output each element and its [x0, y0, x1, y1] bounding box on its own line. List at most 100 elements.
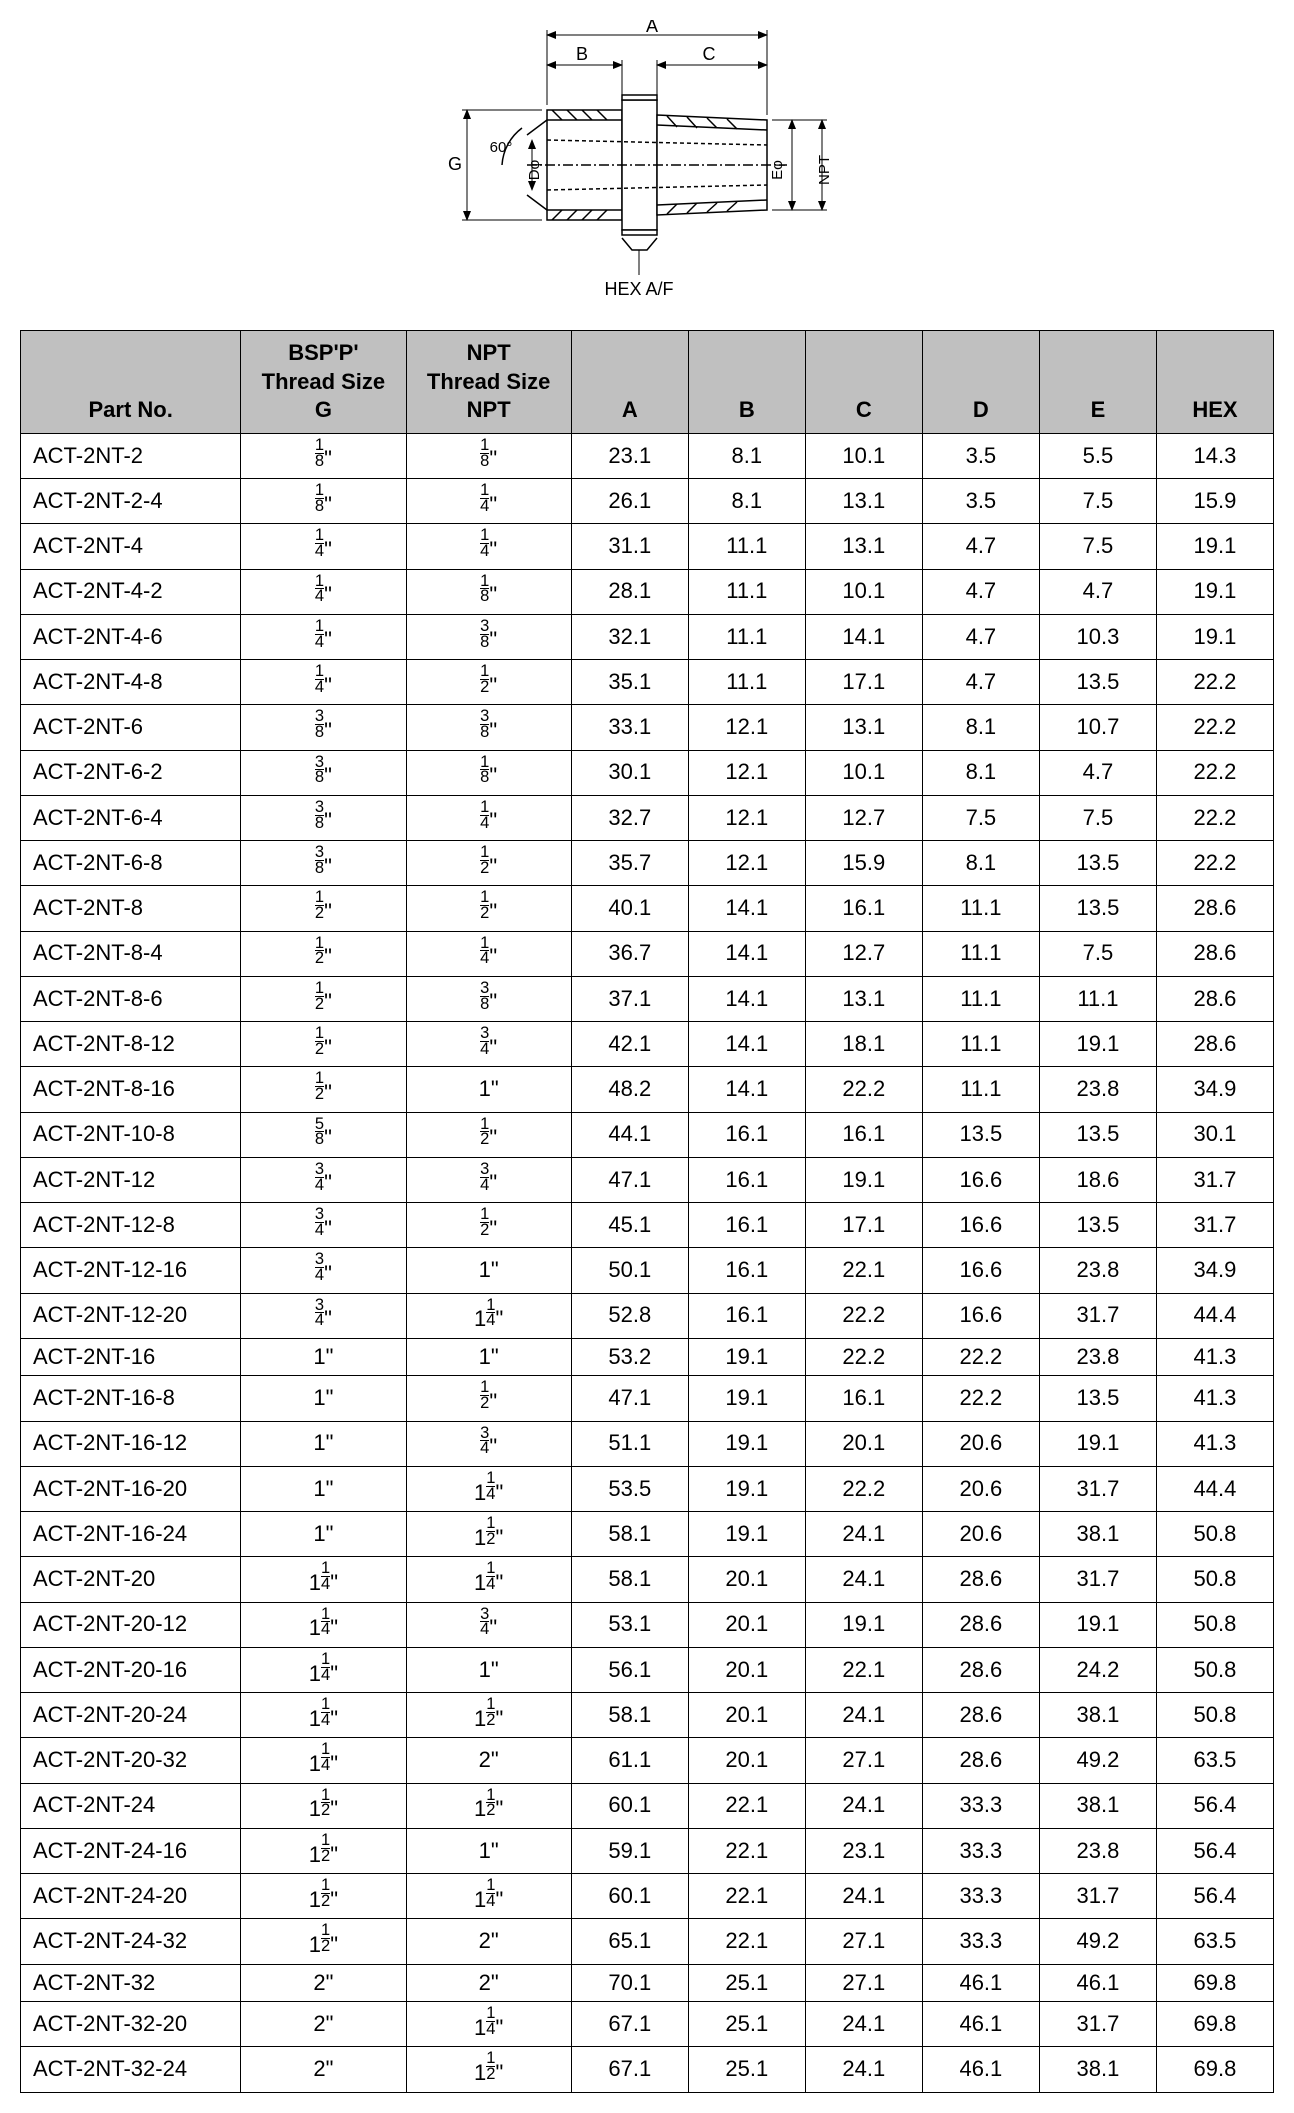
cell-part-no: ACT-2NT-12-16: [21, 1248, 241, 1293]
cell-npt: 114": [406, 1293, 571, 1338]
cell-c: 16.1: [805, 886, 922, 931]
cell-a: 48.2: [571, 1067, 688, 1112]
cell-bsp: 38": [241, 705, 406, 750]
cell-e: 19.1: [1039, 1602, 1156, 1647]
cell-bsp: 112": [241, 1783, 406, 1828]
cell-hex: 41.3: [1156, 1421, 1273, 1466]
cell-d: 3.5: [922, 479, 1039, 524]
table-row: ACT-2NT-1234"34"47.116.119.116.618.631.7: [21, 1157, 1274, 1202]
cell-npt: 12": [406, 841, 571, 886]
cell-part-no: ACT-2NT-12: [21, 1157, 241, 1202]
cell-part-no: ACT-2NT-4: [21, 524, 241, 569]
cell-bsp: 112": [241, 1874, 406, 1919]
cell-npt: 18": [406, 433, 571, 478]
cell-part-no: ACT-2NT-10-8: [21, 1112, 241, 1157]
cell-a: 32.7: [571, 795, 688, 840]
cell-c: 13.1: [805, 976, 922, 1021]
cell-npt: 12": [406, 1112, 571, 1157]
cell-a: 53.5: [571, 1466, 688, 1511]
cell-b: 20.1: [688, 1738, 805, 1783]
cell-bsp: 2": [241, 2047, 406, 2092]
cell-hex: 44.4: [1156, 1293, 1273, 1338]
dim-label-b: B: [576, 44, 588, 64]
cell-part-no: ACT-2NT-24-16: [21, 1828, 241, 1873]
cell-a: 50.1: [571, 1248, 688, 1293]
cell-c: 22.1: [805, 1248, 922, 1293]
cell-b: 25.1: [688, 2047, 805, 2092]
cell-e: 38.1: [1039, 1783, 1156, 1828]
cell-a: 60.1: [571, 1783, 688, 1828]
cell-a: 56.1: [571, 1647, 688, 1692]
cell-part-no: ACT-2NT-16: [21, 1338, 241, 1376]
dim-label-dphi: Dφ: [526, 159, 543, 180]
cell-d: 28.6: [922, 1693, 1039, 1738]
cell-d: 46.1: [922, 2047, 1039, 2092]
cell-a: 23.1: [571, 433, 688, 478]
cell-d: 8.1: [922, 705, 1039, 750]
cell-part-no: ACT-2NT-32-20: [21, 2002, 241, 2047]
cell-bsp: 58": [241, 1112, 406, 1157]
cell-npt: 12": [406, 1376, 571, 1421]
cell-e: 31.7: [1039, 2002, 1156, 2047]
cell-b: 22.1: [688, 1783, 805, 1828]
cell-part-no: ACT-2NT-6-4: [21, 795, 241, 840]
cell-npt: 1": [406, 1067, 571, 1112]
cell-hex: 56.4: [1156, 1828, 1273, 1873]
table-row: ACT-2NT-8-1612"1"48.214.122.211.123.834.…: [21, 1067, 1274, 1112]
cell-hex: 63.5: [1156, 1738, 1273, 1783]
cell-hex: 28.6: [1156, 931, 1273, 976]
cell-d: 28.6: [922, 1557, 1039, 1602]
cell-e: 13.5: [1039, 1112, 1156, 1157]
table-row: ACT-2NT-24112"112"60.122.124.133.338.156…: [21, 1783, 1274, 1828]
dim-label-npt: NPT: [816, 155, 833, 185]
table-row: ACT-2NT-6-438"14"32.712.112.77.57.522.2: [21, 795, 1274, 840]
cell-part-no: ACT-2NT-6: [21, 705, 241, 750]
cell-c: 16.1: [805, 1376, 922, 1421]
cell-d: 16.6: [922, 1157, 1039, 1202]
cell-npt: 112": [406, 1783, 571, 1828]
table-body: ACT-2NT-218"18"23.18.110.13.55.514.3ACT-…: [21, 433, 1274, 2092]
cell-bsp: 34": [241, 1203, 406, 1248]
cell-bsp: 34": [241, 1293, 406, 1338]
cell-b: 19.1: [688, 1512, 805, 1557]
table-row: ACT-2NT-6-238"18"30.112.110.18.14.722.2: [21, 750, 1274, 795]
cell-hex: 19.1: [1156, 524, 1273, 569]
table-row: ACT-2NT-20114"114"58.120.124.128.631.750…: [21, 1557, 1274, 1602]
table-row: ACT-2NT-4-814"12"35.111.117.14.713.522.2: [21, 660, 1274, 705]
cell-c: 23.1: [805, 1828, 922, 1873]
table-row: ACT-2NT-16-241"112"58.119.124.120.638.15…: [21, 1512, 1274, 1557]
cell-part-no: ACT-2NT-8-4: [21, 931, 241, 976]
cell-npt: 112": [406, 1512, 571, 1557]
cell-c: 10.1: [805, 750, 922, 795]
cell-hex: 22.2: [1156, 841, 1273, 886]
cell-npt: 114": [406, 2002, 571, 2047]
table-row: ACT-2NT-6-838"12"35.712.115.98.113.522.2: [21, 841, 1274, 886]
cell-b: 11.1: [688, 569, 805, 614]
cell-d: 20.6: [922, 1466, 1039, 1511]
cell-part-no: ACT-2NT-32-24: [21, 2047, 241, 2092]
table-row: ACT-2NT-8-1212"34"42.114.118.111.119.128…: [21, 1022, 1274, 1067]
cell-npt: 1": [406, 1248, 571, 1293]
cell-d: 4.7: [922, 569, 1039, 614]
cell-b: 8.1: [688, 433, 805, 478]
cell-hex: 30.1: [1156, 1112, 1273, 1157]
cell-b: 12.1: [688, 705, 805, 750]
cell-d: 22.2: [922, 1376, 1039, 1421]
cell-b: 20.1: [688, 1647, 805, 1692]
cell-bsp: 1": [241, 1338, 406, 1376]
cell-bsp: 12": [241, 976, 406, 1021]
cell-npt: 114": [406, 1557, 571, 1602]
cell-npt: 38": [406, 976, 571, 1021]
table-row: ACT-2NT-32-202"114"67.125.124.146.131.76…: [21, 2002, 1274, 2047]
cell-c: 15.9: [805, 841, 922, 886]
cell-a: 53.2: [571, 1338, 688, 1376]
table-row: ACT-2NT-20-12114"34"53.120.119.128.619.1…: [21, 1602, 1274, 1647]
cell-bsp: 112": [241, 1919, 406, 1964]
cell-c: 12.7: [805, 931, 922, 976]
cell-part-no: ACT-2NT-20-16: [21, 1647, 241, 1692]
table-row: ACT-2NT-12-2034"114"52.816.122.216.631.7…: [21, 1293, 1274, 1338]
cell-b: 22.1: [688, 1828, 805, 1873]
cell-hex: 22.2: [1156, 705, 1273, 750]
cell-e: 4.7: [1039, 569, 1156, 614]
cell-d: 16.6: [922, 1248, 1039, 1293]
